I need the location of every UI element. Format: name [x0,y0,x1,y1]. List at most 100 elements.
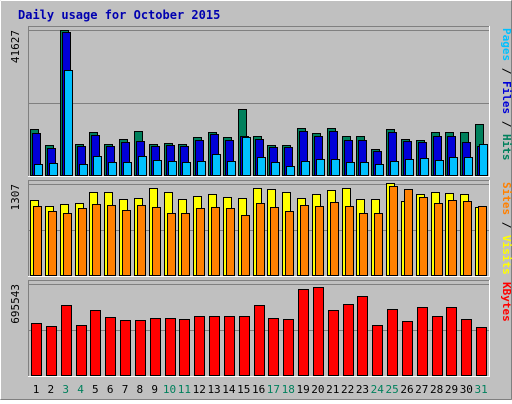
bar-pages-day-28 [435,160,444,176]
legend-label-slash: / [500,215,512,229]
bar-pages-day-25 [390,161,399,176]
bar-sites-day-10 [167,213,176,276]
day-label-2: 2 [48,383,55,396]
day-label-3: 3 [62,383,69,396]
day-label-23: 23 [356,383,369,396]
panel-top: 41627 Pages / Files / Hits [9,26,512,177]
bar-pages-day-10 [168,161,177,176]
bar-sites-day-28 [434,203,443,276]
bar-kbytes-day-29 [446,307,457,376]
legend-label-visits: Visits [500,228,512,274]
bar-sites-day-19 [300,205,309,276]
bar-kbytes-day-8 [135,320,146,376]
bar-sites-day-3 [63,213,72,276]
bar-kbytes-day-22 [343,304,354,376]
bar-pages-day-4 [79,164,88,176]
panel-bottom-y-max-label: 695543 [9,284,22,324]
day-label-7: 7 [122,383,129,396]
day-label-26: 26 [400,383,413,396]
bar-kbytes-day-27 [417,307,428,376]
bar-pages-day-5 [93,156,102,176]
day-label-8: 8 [137,383,144,396]
bar-kbytes-day-20 [313,287,324,376]
bar-sites-day-2 [48,211,57,276]
bar-pages-day-29 [449,157,458,176]
day-label-22: 22 [341,383,354,396]
bar-sites-day-13 [211,207,220,276]
bar-kbytes-day-9 [150,318,161,376]
bar-kbytes-day-16 [254,305,265,376]
day-label-1: 1 [33,383,40,396]
bar-pages-day-22 [346,162,355,176]
day-label-25: 25 [386,383,399,396]
bar-pages-day-6 [108,162,117,176]
bar-pages-day-15 [242,137,251,176]
bar-sites-day-16 [256,203,265,276]
bar-pages-day-16 [257,157,266,176]
day-label-16: 16 [252,383,265,396]
bar-kbytes-day-24 [372,325,383,376]
panel-top-y-max-label: 41627 [9,30,22,63]
bar-sites-day-8 [137,205,146,276]
bar-pages-day-2 [49,163,58,176]
bar-pages-day-31 [479,144,488,176]
day-label-28: 28 [430,383,443,396]
bar-sites-day-5 [92,204,101,276]
bar-pages-day-23 [360,162,369,176]
bar-pages-day-26 [405,159,414,176]
day-label-21: 21 [326,383,339,396]
day-label-31: 31 [475,383,488,396]
bar-kbytes-day-31 [476,327,487,376]
bar-kbytes-day-30 [461,319,472,376]
day-label-20: 20 [311,383,324,396]
bar-sites-day-27 [419,197,428,276]
bar-pages-day-17 [271,162,280,176]
bar-sites-day-6 [107,205,116,276]
bar-kbytes-day-7 [120,320,131,376]
bar-kbytes-day-11 [179,319,190,376]
bar-kbytes-day-6 [105,317,116,376]
legend-label-pages: Pages [500,28,512,61]
day-label-5: 5 [92,383,99,396]
graph-title: Daily usage for October 2015 [18,8,220,22]
bar-sites-day-29 [448,200,457,276]
day-label-18: 18 [282,383,295,396]
day-label-30: 30 [460,383,473,396]
bar-pages-day-30 [464,157,473,176]
bar-pages-day-12 [197,161,206,176]
bar-sites-day-11 [181,213,190,276]
bar-sites-day-4 [78,208,87,276]
bar-sites-day-7 [122,210,131,276]
bar-kbytes-day-13 [209,316,220,376]
bar-sites-day-22 [345,206,354,276]
day-label-27: 27 [415,383,428,396]
bar-sites-day-21 [330,202,339,276]
day-label-17: 17 [267,383,280,396]
bar-pages-day-21 [331,159,340,176]
bar-sites-day-12 [196,208,205,276]
bar-pages-day-20 [316,159,325,176]
bar-kbytes-day-1 [31,323,42,376]
bar-kbytes-day-28 [432,316,443,376]
legend-label-files: Files [500,74,512,114]
day-label-9: 9 [151,383,158,396]
bar-pages-day-3 [64,70,73,176]
day-axis-labels: 1 2 3 4 5 6 7 8 9 10 11 12 13 14 15 16 17 18 19 20 21 22 23 24 2… [33,383,488,396]
bar-kbytes-day-17 [268,318,279,376]
bar-sites-day-18 [285,211,294,276]
legend-label-slash: / [500,114,512,128]
bar-sites-day-25 [389,186,398,276]
panel-bottom-series-legend: KBytes [500,282,512,322]
bar-sites-day-14 [226,208,235,276]
bar-sites-day-9 [152,207,161,276]
bar-kbytes-day-23 [357,296,368,376]
bar-kbytes-day-4 [76,325,87,376]
bar-pages-day-24 [375,164,384,176]
bar-kbytes-day-12 [194,316,205,376]
bar-pages-day-9 [153,160,162,176]
bar-sites-day-1 [33,206,42,276]
bar-sites-day-31 [478,206,487,276]
bar-sites-day-26 [404,189,413,276]
bar-sites-day-15 [241,215,250,276]
